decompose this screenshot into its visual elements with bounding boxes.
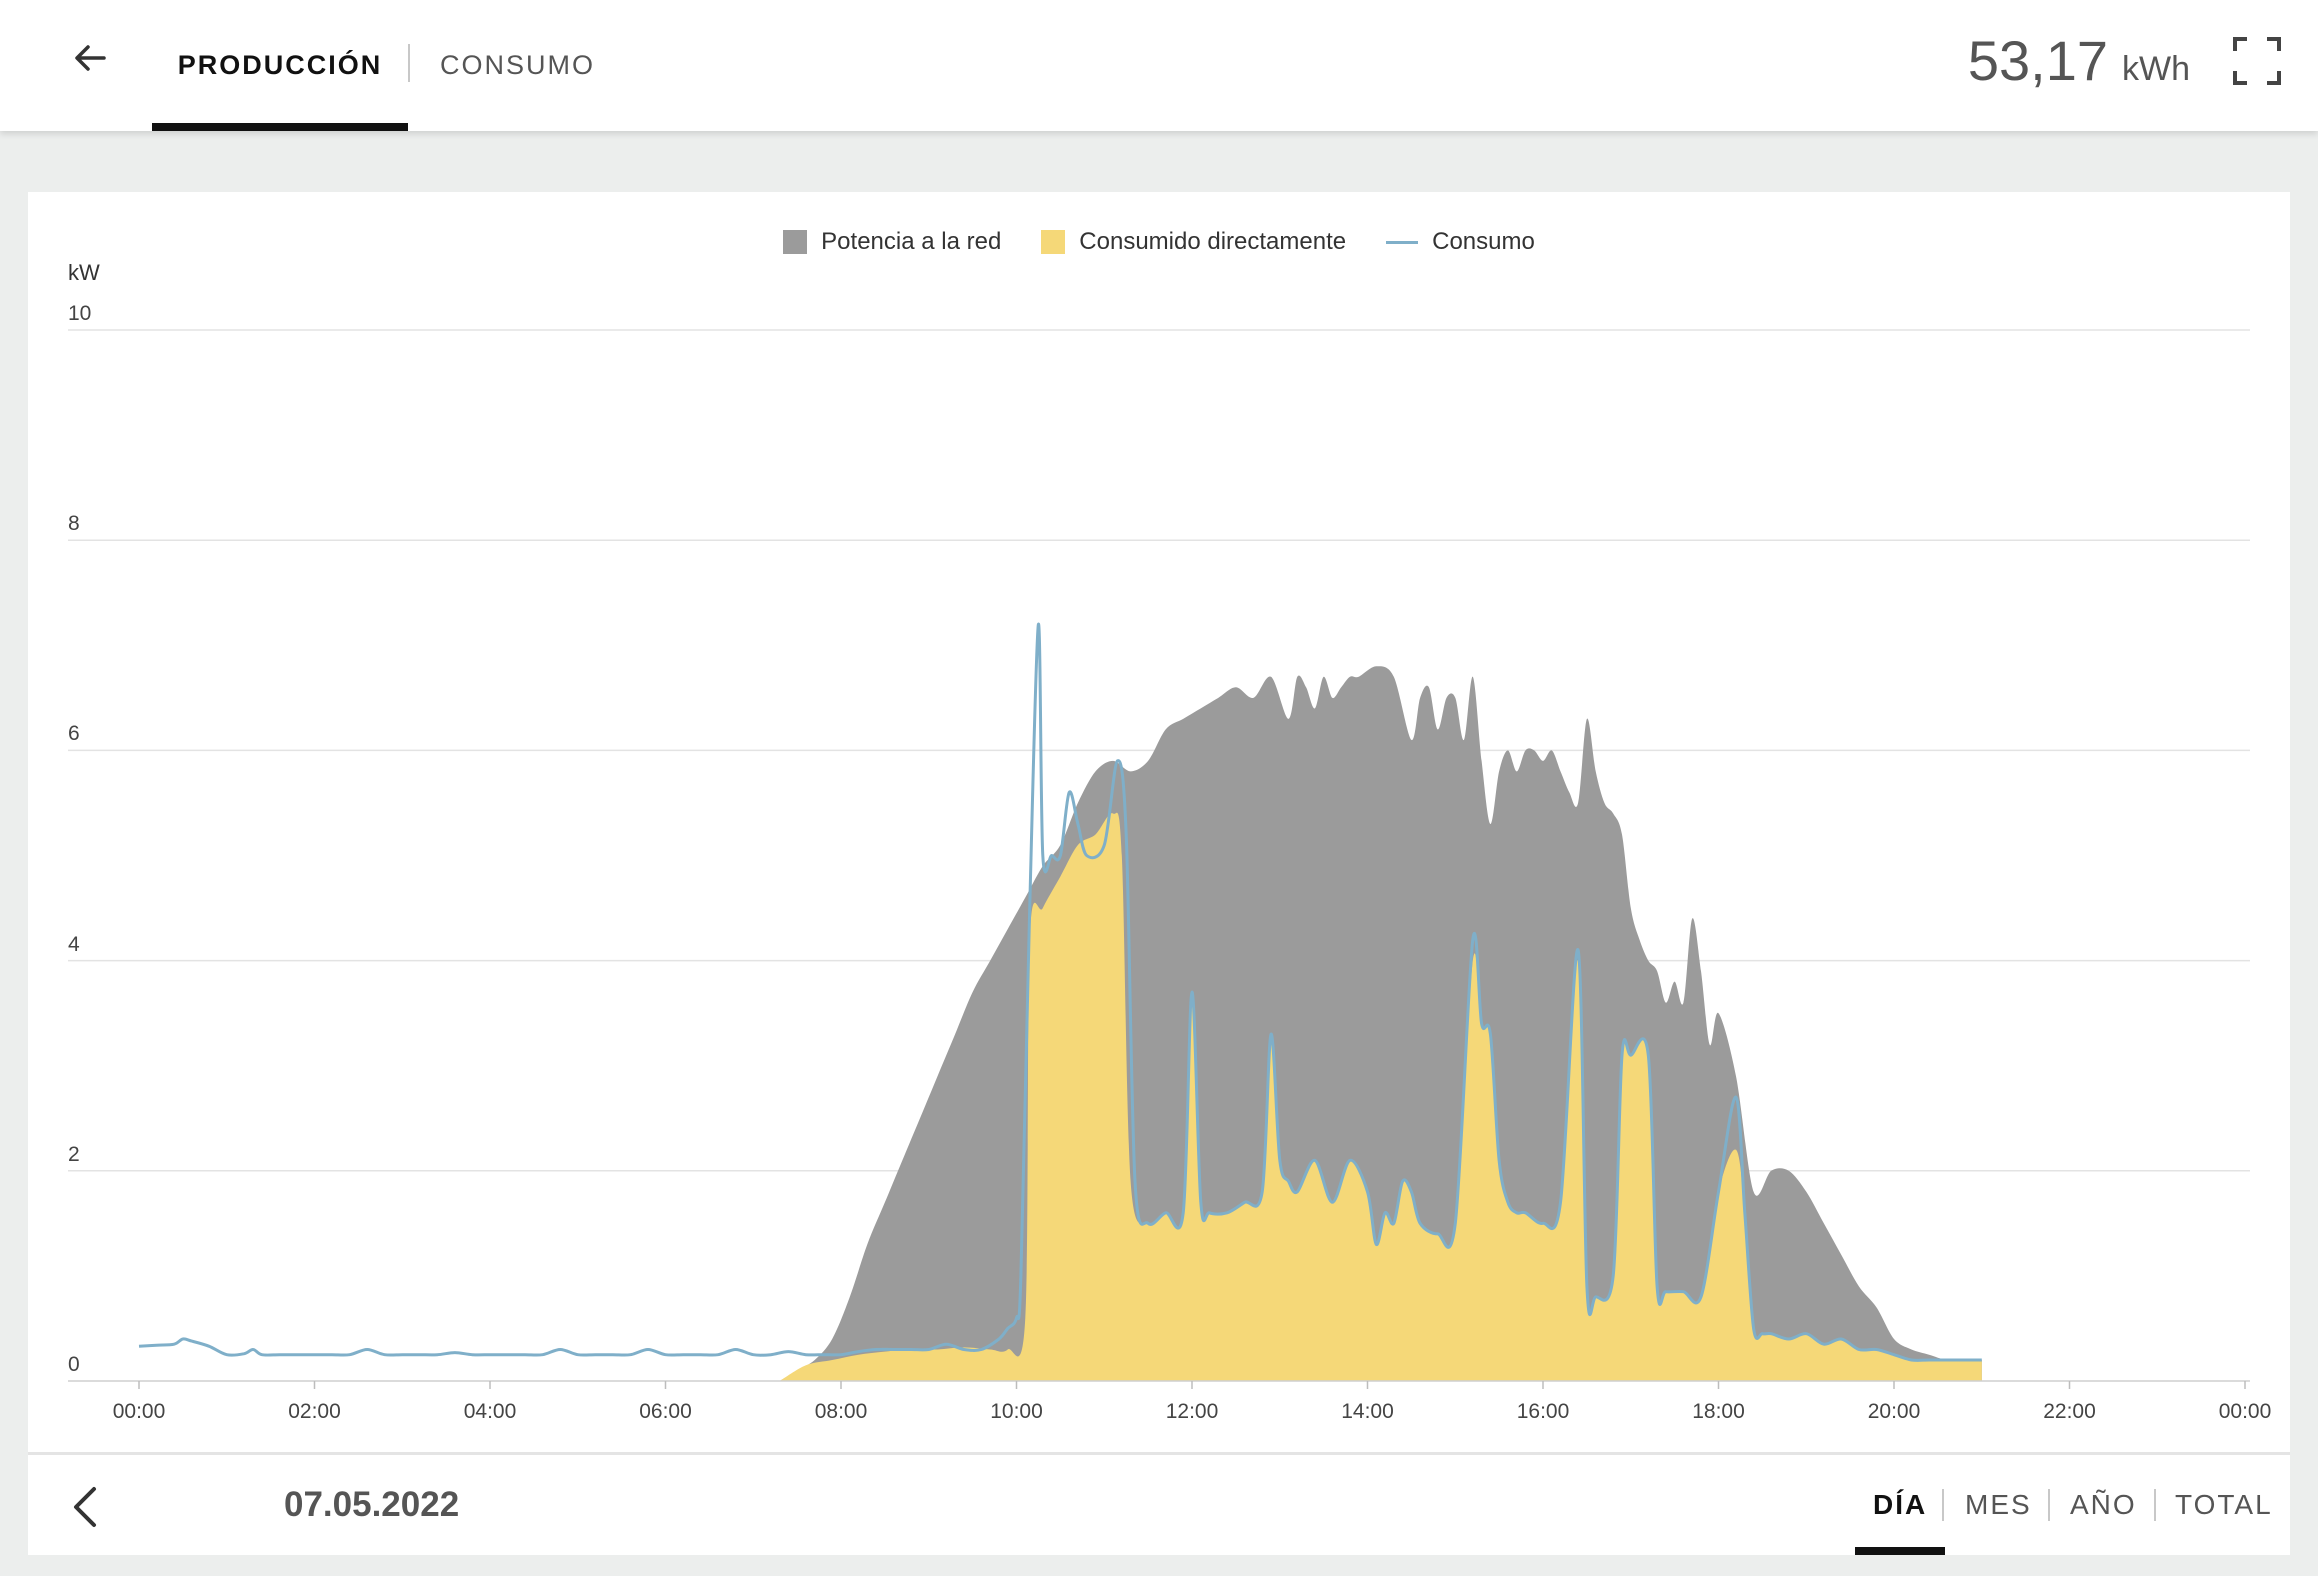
bottom-bar: 07.05.2022 DÍA MES AÑO TOTAL xyxy=(28,1452,2290,1555)
period-divider xyxy=(1942,1489,1944,1521)
y-tick-label: 0 xyxy=(68,1353,80,1376)
period-tab-mes[interactable]: MES xyxy=(1965,1455,2032,1555)
x-tick-label: 06:00 xyxy=(639,1400,692,1423)
x-tick-label: 20:00 xyxy=(1867,1400,1921,1423)
back-button[interactable] xyxy=(62,30,118,86)
tab-divider xyxy=(408,44,410,82)
x-tick-label: 14:00 xyxy=(1341,1400,1394,1423)
tab-consumo[interactable]: CONSUMO xyxy=(440,0,595,131)
x-tick-label: 22:00 xyxy=(2043,1400,2096,1423)
x-tick-label: 12:00 xyxy=(1165,1400,1219,1423)
chart-x-axis xyxy=(68,1380,2250,1389)
chart-areas xyxy=(779,666,1982,1381)
legend-item-consumo[interactable]: Consumo xyxy=(1386,228,1535,256)
y-tick-label: 2 xyxy=(68,1142,80,1166)
legend-label: Consumo xyxy=(1432,228,1535,255)
y-axis-unit: kW xyxy=(68,260,100,285)
arrow-left-icon xyxy=(75,45,106,71)
period-divider xyxy=(2048,1489,2050,1521)
total-energy: 53,17 kWh xyxy=(1968,28,2190,93)
legend-swatch-grey xyxy=(783,230,808,254)
x-tick-label: 00:00 xyxy=(112,1400,166,1423)
tab-consumo-label: CONSUMO xyxy=(440,50,595,80)
legend-swatch-yellow xyxy=(1041,230,1066,254)
y-tick-label: 8 xyxy=(68,512,80,536)
tab-produccion[interactable]: PRODUCCIÓN xyxy=(152,0,408,131)
legend-label: Consumido directamente xyxy=(1079,228,1347,255)
legend-swatch-line xyxy=(1386,240,1419,244)
x-tick-label: 18:00 xyxy=(1692,1400,1745,1423)
period-divider xyxy=(2154,1489,2156,1521)
selected-date[interactable]: 07.05.2022 xyxy=(284,1485,460,1524)
top-bar: PRODUCCIÓN CONSUMO 53,17 kWh xyxy=(0,0,2318,131)
x-tick-label: 00:00 xyxy=(2218,1400,2272,1423)
x-tick-label: 08:00 xyxy=(814,1400,868,1423)
legend-item-potencia-a-la-red[interactable]: Potencia a la red xyxy=(783,228,1001,256)
period-tab-label: MES xyxy=(1965,1489,2032,1520)
period-tab-dia[interactable]: DÍA xyxy=(1854,1455,1946,1555)
chart-legend: Potencia a la red Consumido directamente… xyxy=(0,228,2318,256)
previous-day-button[interactable] xyxy=(62,1483,110,1531)
legend-label: Potencia a la red xyxy=(821,228,1002,255)
x-tick-label: 04:00 xyxy=(463,1400,517,1423)
legend-item-consumido-directamente[interactable]: Consumido directamente xyxy=(1041,228,1346,256)
y-tick-label: 10 xyxy=(68,302,92,325)
tab-produccion-label: PRODUCCIÓN xyxy=(177,50,383,80)
fullscreen-button[interactable] xyxy=(2232,36,2282,86)
period-tab-ano[interactable]: AÑO xyxy=(2070,1455,2137,1555)
x-tick-label: 02:00 xyxy=(288,1400,341,1423)
period-tab-label: DÍA xyxy=(1873,1489,1928,1520)
chevron-left-icon xyxy=(74,1487,96,1527)
period-tab-label: TOTAL xyxy=(2175,1489,2273,1520)
x-tick-label: 10:00 xyxy=(990,1400,1043,1423)
y-tick-label: 4 xyxy=(68,932,80,956)
period-tab-total[interactable]: TOTAL xyxy=(2175,1455,2273,1555)
total-energy-value: 53,17 xyxy=(1967,29,2108,92)
chart-lines xyxy=(138,622,1982,1362)
period-tab-label: AÑO xyxy=(2070,1489,2137,1520)
line-consumo xyxy=(138,622,1982,1362)
y-tick-label: 6 xyxy=(68,722,80,746)
x-tick-label: 16:00 xyxy=(1516,1400,1570,1423)
total-energy-unit: kWh xyxy=(2122,50,2190,88)
area-consumido-directamente xyxy=(779,812,1982,1381)
fullscreen-icon xyxy=(2233,37,2281,85)
